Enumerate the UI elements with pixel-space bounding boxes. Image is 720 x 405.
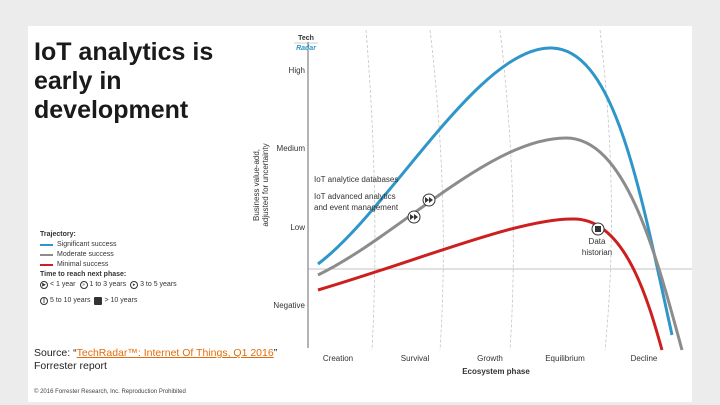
legend-label-significant: Significant success: [57, 241, 117, 248]
source-citation: Source: “TechRadar™: Internet Of Things,…: [34, 347, 294, 373]
source-prefix: Source: “: [34, 347, 77, 359]
legend-time-3to5: 3 to 5 years: [140, 281, 177, 288]
copyright-notice: © 2016 Forrester Research, Inc. Reproduc…: [34, 389, 186, 395]
logo-tech: Tech: [298, 35, 314, 42]
divider-creation-survival: [365, 29, 376, 351]
y-axis-title-line1: Business value-add,: [252, 149, 261, 221]
swatch-moderate: [40, 254, 53, 256]
x-axis-title: Ecosystem phase: [462, 367, 530, 376]
legend-time-lt1: < 1 year: [50, 281, 76, 288]
slide-title: IoT analytics is early in development: [34, 38, 214, 124]
legend-item-moderate: Moderate success: [40, 250, 260, 260]
legend-time-title: Time to reach next phase:: [40, 271, 127, 278]
legend-time-row-2: || 5 to 10 years > 10 years: [40, 296, 260, 306]
marker-iot-advanced-analytics[interactable]: [407, 210, 421, 224]
techradar-logo: Tech Radar: [294, 35, 318, 52]
play-icon: ▶: [40, 281, 48, 289]
phase-survival: Survival: [401, 354, 430, 363]
stop-icon: [94, 297, 103, 305]
phase-equilibrium: Equilibrium: [545, 354, 585, 363]
pause-icon: ||: [40, 297, 48, 305]
curve-significant-success: [317, 46, 674, 336]
divider-growth-equilibrium: [499, 29, 514, 351]
label-data-historian-line1: Data: [589, 237, 606, 246]
y-tick-negative: Negative: [273, 301, 305, 310]
phase-dividers: [365, 29, 612, 351]
marker-data-historian[interactable]: [591, 222, 605, 236]
fast-forward-icon: »: [79, 281, 88, 289]
label-data-historian-line2: historian: [582, 248, 612, 257]
marker-iot-analytics-databases[interactable]: [422, 193, 436, 207]
legend-label-minimal: Minimal success: [57, 261, 109, 268]
y-tick-medium: Medium: [277, 144, 306, 153]
legend-time-gt10: > 10 years: [104, 297, 138, 304]
legend: Trajectory: Significant success Moderate…: [40, 230, 260, 306]
label-iot-advanced-line2: and event management: [314, 203, 399, 212]
source-link[interactable]: TechRadar™: Internet Of Things, Q1 2016: [76, 347, 274, 359]
curve-minimal-success: [317, 217, 664, 351]
y-tick-low: Low: [290, 223, 305, 232]
divider-equilibrium-decline: [599, 29, 612, 351]
swatch-minimal: [40, 264, 53, 266]
legend-time-1to3: 1 to 3 years: [89, 281, 127, 288]
legend-time-5to10: 5 to 10 years: [50, 297, 91, 304]
y-axis-title-line2: adjusted for uncertainty: [261, 143, 270, 226]
phase-growth: Growth: [477, 354, 503, 363]
legend-item-significant: Significant success: [40, 240, 260, 250]
forward-icon: ▸: [130, 281, 139, 289]
legend-label-moderate: Moderate success: [57, 251, 114, 258]
legend-time-row-1: ▶ < 1 year » 1 to 3 years ▸ 3 to 5 years: [40, 280, 260, 290]
source-suffix: ” Forrester report: [34, 347, 278, 372]
slide-canvas: [28, 26, 692, 402]
phase-decline: Decline: [631, 354, 658, 363]
y-tick-high: High: [289, 66, 305, 75]
legend-item-minimal: Minimal success: [40, 260, 260, 270]
label-iot-advanced-line1: IoT advanced analytics: [314, 192, 396, 201]
phase-creation: Creation: [323, 354, 353, 363]
divider-survival-growth: [429, 29, 444, 351]
swatch-significant: [40, 244, 53, 246]
curve-moderate-success: [317, 136, 684, 351]
legend-trajectory-title: Trajectory:: [40, 231, 76, 238]
label-iot-analytics-databases: IoT analytice databases: [314, 175, 398, 184]
logo-radar: Radar: [296, 45, 317, 52]
